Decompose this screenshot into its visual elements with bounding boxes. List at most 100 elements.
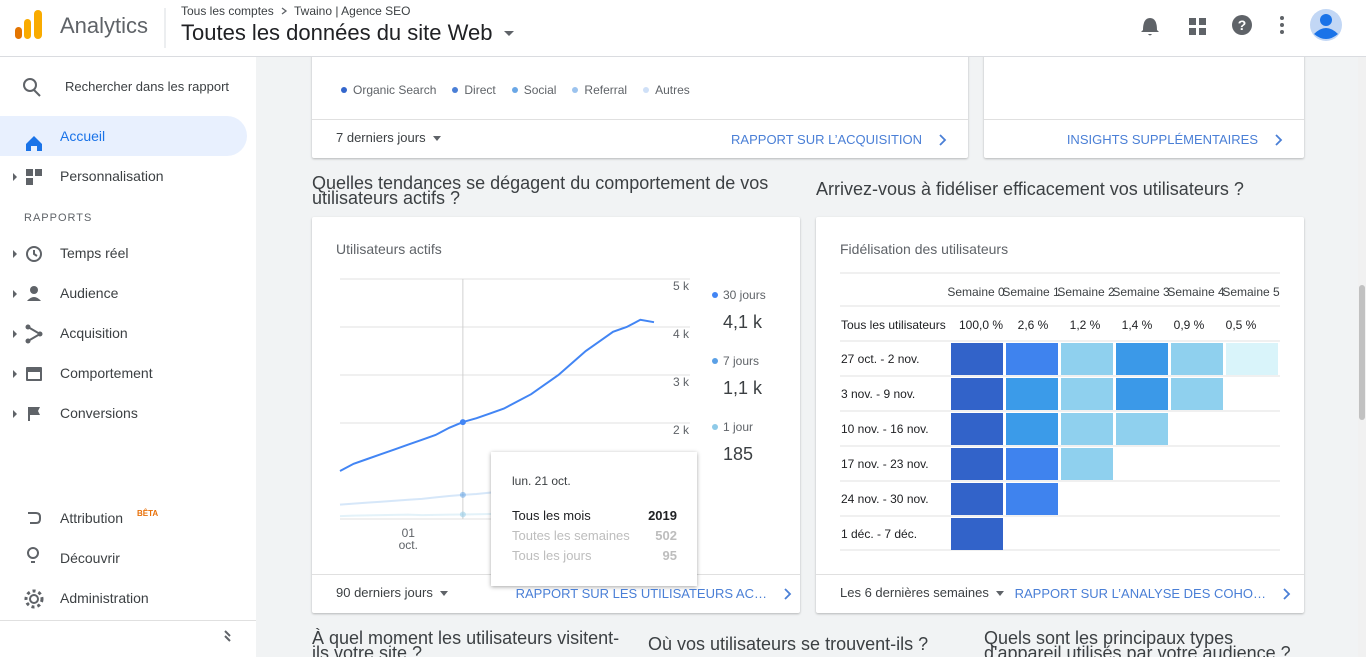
legend-dot [341,87,347,93]
question: À quel moment les utilisateurs visitent-… [312,628,620,657]
chevron [784,588,792,600]
report-link[interactable]: RAPPORT SUR L’ANALYSE DES COHO… [1014,586,1266,601]
legend-item: Referral [572,83,627,97]
nav-item[interactable]: Administration [60,590,149,606]
nav-item[interactable]: Personnalisation [60,168,164,184]
question: Quels sont les principaux types d'appare… [984,628,1291,657]
heat-cell [951,448,1003,480]
legend-value: 1,1 k [723,378,763,398]
legend-dot [511,87,518,93]
heat-cell [951,413,1003,445]
y-tick-label: 4 k [673,327,690,341]
heat-cell [1006,448,1058,480]
column-header: Semaine 4 [1167,285,1225,299]
nav-item[interactable]: Audience [60,285,119,301]
hover-point [459,511,466,518]
date-range[interactable]: Les 6 dernières semaines [840,585,1004,600]
y-tick-label: 5 k [673,279,690,293]
heat-cell [1061,448,1113,480]
breadcrumb-account[interactable]: Tous les comptes [181,4,274,18]
row-label: 3 nov. - 9 nov. [841,387,915,401]
row-label: 1 déc. - 7 déc. [841,527,917,541]
date-range[interactable]: 90 derniers jours [336,585,448,600]
column-header: Semaine 3 [1112,285,1170,299]
legend-item: Organic Search [341,83,436,97]
cell-value: 1,4 % [1122,318,1153,332]
beta-badge: BÊTA [137,509,159,518]
heat-cell [1061,343,1113,375]
legend-item: Social [511,83,557,97]
legend-label: Direct [464,83,496,97]
caret [439,591,448,597]
heat-cell [951,378,1003,410]
legend-value: 4,1 k [723,312,763,332]
scrollbar[interactable] [1358,57,1366,657]
chevron [939,134,947,146]
legend-label: 1 jour [723,420,753,434]
heat-cell [1171,343,1223,375]
cell-value: 2,6 % [1018,318,1049,332]
cell-value: 100,0 % [959,318,1003,332]
question: Quelles tendances se dégagent du comport… [312,173,769,208]
svg-text:?: ? [1238,17,1247,33]
tooltip-label: Tous les mois [512,508,591,523]
row-label: 10 nov. - 16 nov. [841,422,929,436]
legend-dot [712,424,718,430]
tooltip-label: Tous les jours [512,548,592,563]
legend-dot [712,358,718,364]
nav-item[interactable]: Acquisition [60,325,128,341]
row-label: Tous les utilisateurs [841,318,946,332]
tooltip-date: lun. 21 oct. [512,474,571,488]
row-label: 27 oct. - 2 nov. [841,352,920,366]
heat-cell [1226,343,1278,375]
row-label: 17 nov. - 23 nov. [841,457,929,471]
column-header: Semaine 1 [1002,285,1060,299]
card-title: Fidélisation des utilisateurs [840,241,1009,257]
header: ? Analytics Tous les comptes Twaino | Ag… [0,0,1366,57]
nav-item[interactable]: Attribution [60,510,124,526]
legend-item: Autres [643,83,690,97]
legend-dot [452,87,459,93]
column-header: Semaine 5 [1222,285,1280,299]
card-title: Utilisateurs actifs [336,241,442,257]
nav-item[interactable]: Découvrir [60,550,120,566]
nav-item[interactable]: Accueil [60,128,106,144]
nav-item[interactable]: Temps réel [60,245,129,261]
tooltip [491,452,697,586]
report-link[interactable]: INSIGHTS SUPPLÉMENTAIRES [1066,132,1258,147]
heat-cell [951,343,1003,375]
legend-dot [643,87,650,93]
cell-value: 0,9 % [1174,318,1205,332]
nav-item[interactable]: Comportement [60,365,153,381]
hover-point [459,419,466,426]
chevron [1283,588,1291,600]
breadcrumb-property[interactable]: Twaino | Agence SEO [294,4,411,18]
series-line [339,318,655,472]
chevron [1275,134,1283,146]
legend-dot [572,87,579,93]
date-range[interactable]: 7 derniers jours [336,130,441,145]
heat-cell [1116,343,1168,375]
nav-item[interactable]: Conversions [60,405,138,421]
caret [995,591,1004,597]
column-header: Semaine 2 [1057,285,1115,299]
report-link[interactable]: RAPPORT SUR L’ACQUISITION [731,132,922,147]
heat-cell [1006,483,1058,515]
row-label: 24 nov. - 30 nov. [841,492,929,506]
legend-label: Social [523,83,557,97]
legend-value: 185 [723,444,753,464]
caret [432,136,441,142]
legend-label: Organic Search [353,83,437,97]
report-link[interactable]: RAPPORT SUR LES UTILISATEURS AC… [515,586,767,601]
search-placeholder[interactable]: Rechercher dans les rapport [65,79,230,94]
cell-value: 0,5 % [1226,318,1257,332]
heat-cell [1006,413,1058,445]
legend-dot [712,292,718,298]
view-selector[interactable]: Toutes les données du site Web [181,20,493,45]
column-header: Semaine 0 [947,285,1005,299]
legend-label: 30 jours [723,288,766,302]
heat-cell [1061,378,1113,410]
heat-cell [1116,378,1168,410]
tooltip-value: 502 [655,528,677,543]
